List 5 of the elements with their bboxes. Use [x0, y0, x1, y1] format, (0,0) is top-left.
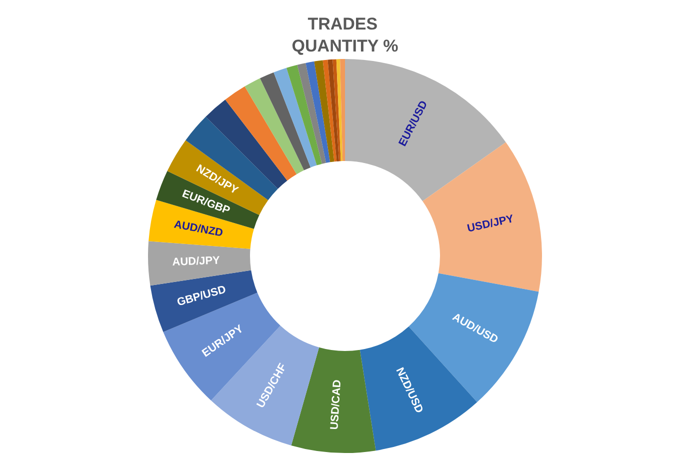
slice-label: USD/CAD	[328, 379, 344, 430]
slice-label: AUD/JPY	[172, 254, 221, 269]
slice-label: USD/JPY	[466, 212, 516, 235]
chart-title: TRADES QUANTITY %	[292, 14, 398, 56]
slice-label: AUD/NZD	[173, 218, 224, 240]
